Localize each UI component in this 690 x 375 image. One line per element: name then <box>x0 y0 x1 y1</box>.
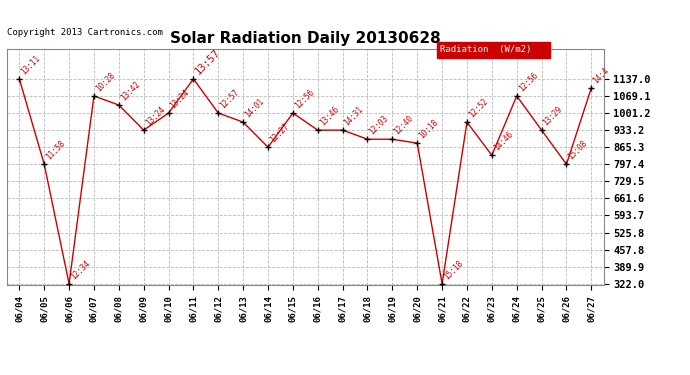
Text: Radiation  (W/m2): Radiation (W/m2) <box>440 45 531 54</box>
Text: 15:08: 15:08 <box>566 139 589 162</box>
Text: 12:27: 12:27 <box>268 122 290 145</box>
Text: 13:46: 13:46 <box>318 105 340 128</box>
Text: 12:56: 12:56 <box>517 71 540 93</box>
Text: 15:18: 15:18 <box>442 258 465 281</box>
Text: 10:18: 10:18 <box>417 118 440 141</box>
Text: 13:29: 13:29 <box>542 105 564 128</box>
Text: 12:03: 12:03 <box>368 114 391 137</box>
Text: 12:52: 12:52 <box>467 97 490 120</box>
Text: 12:57: 12:57 <box>218 88 241 111</box>
Text: 10:28: 10:28 <box>94 71 117 93</box>
Text: 13:11: 13:11 <box>19 54 42 76</box>
Text: 13:42: 13:42 <box>119 80 141 102</box>
Text: 14:31: 14:31 <box>343 105 365 128</box>
Text: 12:34: 12:34 <box>69 258 92 281</box>
Text: 14:46: 14:46 <box>492 130 515 153</box>
Text: Copyright 2013 Cartronics.com: Copyright 2013 Cartronics.com <box>7 28 163 37</box>
Title: Solar Radiation Daily 20130628: Solar Radiation Daily 20130628 <box>170 31 441 46</box>
Text: 13:24: 13:24 <box>168 88 191 111</box>
Text: 14:01: 14:01 <box>243 97 266 120</box>
Text: 14:4: 14:4 <box>591 66 611 86</box>
FancyBboxPatch shape <box>437 42 550 58</box>
Text: 13:24: 13:24 <box>144 105 166 128</box>
Text: 12:56: 12:56 <box>293 88 315 111</box>
Text: 13:57: 13:57 <box>193 47 223 76</box>
Text: 12:40: 12:40 <box>393 114 415 137</box>
Text: 11:58: 11:58 <box>44 139 67 162</box>
